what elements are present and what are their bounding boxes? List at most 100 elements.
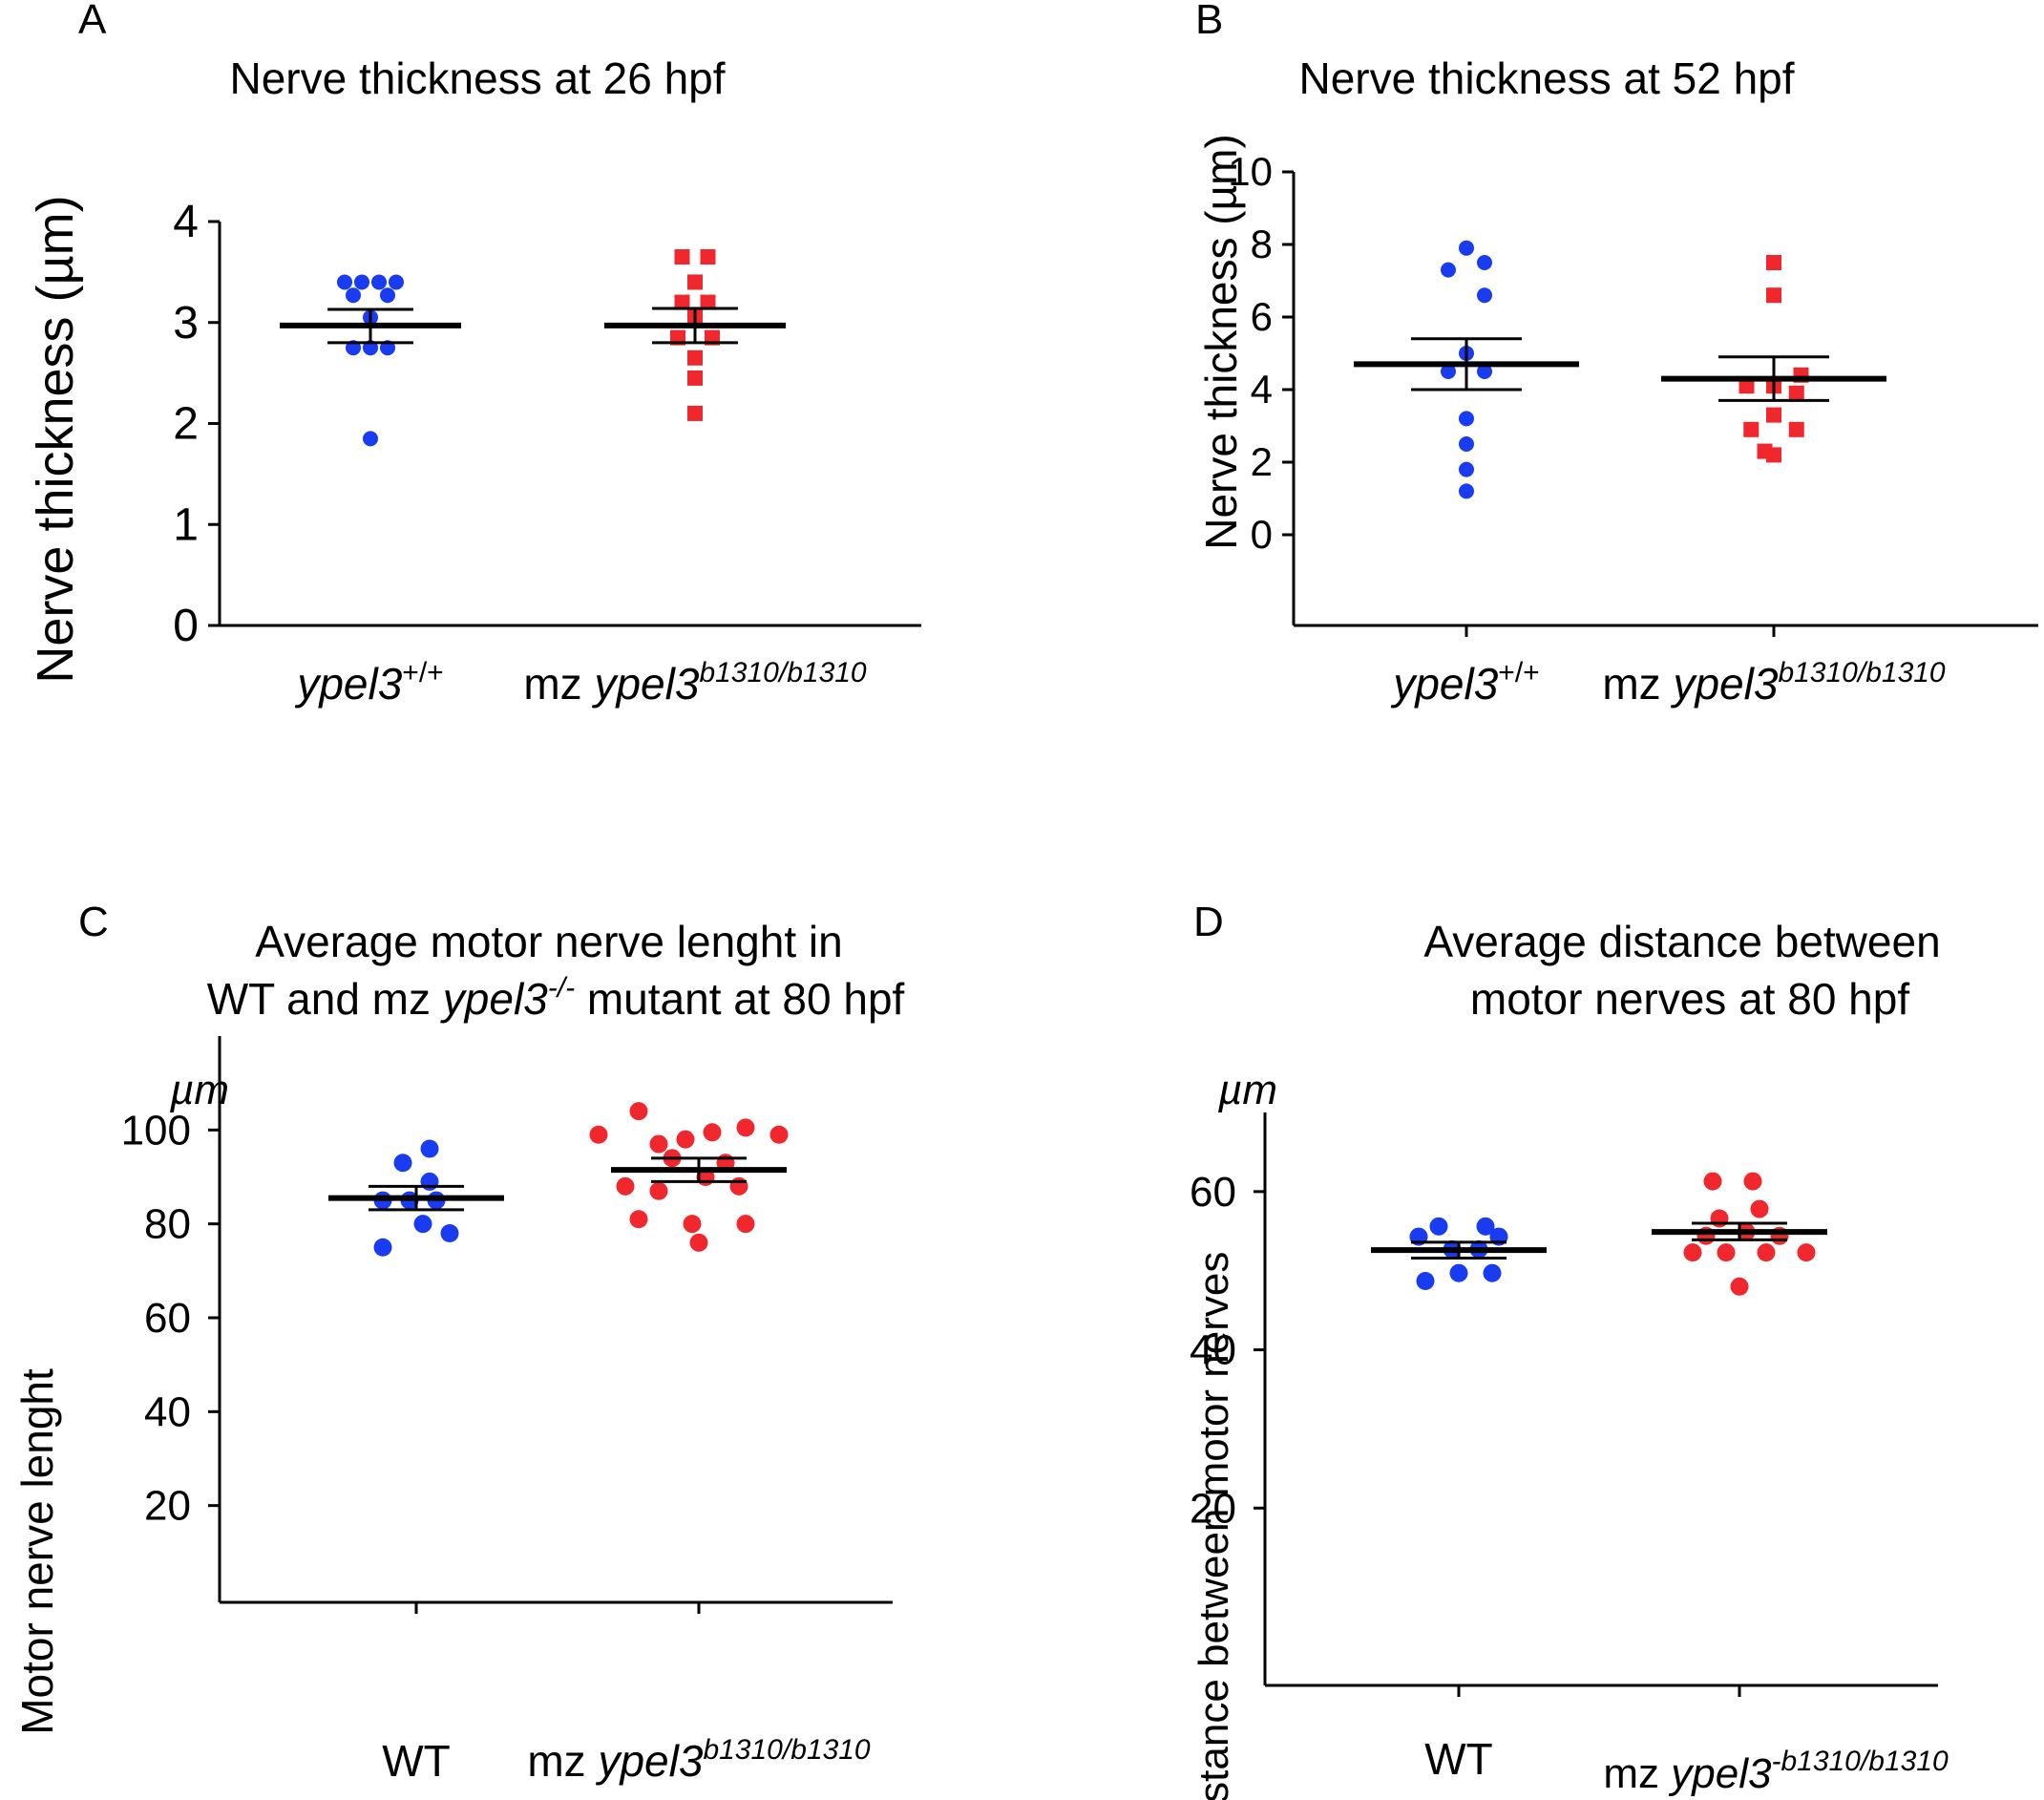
x-category-label: ypel3+/+ xyxy=(1390,657,1539,709)
data-point xyxy=(1476,1217,1495,1236)
data-point xyxy=(1459,411,1474,427)
data-point xyxy=(346,287,361,304)
data-point xyxy=(1757,1243,1776,1262)
panel-d: D Average distance between motor nerves … xyxy=(1022,859,2044,1800)
x-category-label: mz ypel3b1310/b1310 xyxy=(1602,657,1946,709)
data-point xyxy=(1449,1263,1468,1282)
data-point xyxy=(1730,1277,1749,1296)
y-tick-label: 100 xyxy=(121,1107,191,1154)
y-tick-label: 3 xyxy=(173,298,199,349)
chart-title-line2: motor nerves at 80 hpf xyxy=(1470,974,1909,1024)
data-point xyxy=(674,294,690,310)
data-point xyxy=(1743,421,1760,437)
data-point xyxy=(736,1118,755,1137)
data-point xyxy=(687,370,703,386)
data-point xyxy=(1788,421,1804,437)
data-point xyxy=(687,349,703,366)
data-point xyxy=(687,405,703,421)
panel-letter-b: B xyxy=(1195,0,1223,43)
data-point xyxy=(1766,255,1781,270)
panel-c: C Average motor nerve lenght in WT and m… xyxy=(0,859,1022,1800)
panel-a: A Nerve thickness at 26 hpf Nerve thickn… xyxy=(0,0,1022,859)
data-point xyxy=(371,274,387,290)
panel-b: B Nerve thickness at 52 hpf Nerve thickn… xyxy=(1022,0,2044,859)
y-tick-label: 0 xyxy=(173,601,199,651)
data-point xyxy=(1441,364,1456,379)
data-point xyxy=(729,1176,748,1196)
data-point xyxy=(380,287,395,304)
data-point xyxy=(700,294,716,310)
data-point xyxy=(1797,1243,1816,1262)
data-point xyxy=(1703,1172,1722,1191)
data-point xyxy=(649,1181,668,1200)
y-tick-label: 20 xyxy=(144,1483,191,1530)
data-point xyxy=(389,274,404,290)
data-point xyxy=(1441,262,1456,278)
data-point xyxy=(1477,364,1492,379)
data-point xyxy=(1766,407,1781,423)
y-axis-label: Nerve thickness (µm) xyxy=(27,195,84,683)
chart-c: C Average motor nerve lenght in WT and m… xyxy=(12,899,905,1786)
data-point xyxy=(420,1172,439,1191)
data-point xyxy=(1459,436,1474,452)
data-point xyxy=(1459,461,1474,477)
y-tick-label: 40 xyxy=(1190,1327,1236,1374)
data-point xyxy=(1750,1199,1769,1218)
data-point xyxy=(1717,1243,1736,1262)
chart-title-line2: WT and mz ypel3-/- mutant at 80 hpf xyxy=(207,972,905,1024)
data-point xyxy=(676,1130,695,1149)
y-tick-label: 60 xyxy=(1190,1169,1236,1216)
x-category-label: mz ypel3b1310/b1310 xyxy=(523,657,867,709)
panel-letter-a: A xyxy=(78,0,107,43)
data-point xyxy=(1738,378,1755,394)
x-category-label: ypel3+/+ xyxy=(294,657,443,709)
panel-letter-d: D xyxy=(1193,899,1224,945)
data-point xyxy=(413,1215,432,1234)
data-point xyxy=(703,1123,722,1142)
data-point xyxy=(683,1215,702,1234)
data-point xyxy=(1766,447,1781,463)
y-tick-label: 2 xyxy=(1251,439,1273,484)
chart-title: Nerve thickness at 26 hpf xyxy=(229,53,725,103)
y-tick-label: 4 xyxy=(173,197,199,247)
chart-title-line1: Average motor nerve lenght in xyxy=(255,917,842,966)
data-point xyxy=(629,1102,648,1121)
data-point xyxy=(649,1134,668,1154)
panel-letter-c: C xyxy=(78,899,109,945)
data-point xyxy=(1683,1243,1702,1262)
data-point xyxy=(1788,385,1804,401)
y-tick-label: 2 xyxy=(173,399,199,450)
y-tick-label: 60 xyxy=(144,1295,191,1342)
x-category-label: WT xyxy=(382,1736,451,1786)
y-axis-label: Distance between motor nerves xyxy=(1191,1252,1237,1800)
data-point xyxy=(769,1125,789,1144)
y-axis-label: Motor nerve lenght xyxy=(12,1368,62,1735)
data-point xyxy=(1710,1209,1729,1228)
data-point xyxy=(363,431,378,447)
data-point xyxy=(674,249,690,265)
data-point xyxy=(700,249,716,265)
data-point xyxy=(629,1210,648,1229)
data-point xyxy=(373,1238,392,1257)
x-category-label: mz ypel3-b1310/b1310 xyxy=(1603,1746,1949,1797)
data-point xyxy=(736,1215,755,1234)
data-point xyxy=(616,1176,635,1196)
data-point xyxy=(337,274,352,290)
data-point xyxy=(689,1233,708,1252)
chart-b: B Nerve thickness at 52 hpf Nerve thickn… xyxy=(1195,0,2038,709)
data-point xyxy=(420,1139,439,1158)
y-tick-label: 1 xyxy=(173,499,199,550)
data-point xyxy=(1766,287,1781,304)
x-category-label: mz ypel3b1310/b1310 xyxy=(527,1734,871,1786)
data-point xyxy=(1477,287,1492,304)
data-point xyxy=(1459,240,1474,256)
y-tick-label: 6 xyxy=(1251,294,1273,339)
data-point xyxy=(1416,1271,1435,1290)
x-category-label: WT xyxy=(1424,1734,1493,1784)
y-tick-label: 4 xyxy=(1251,367,1273,412)
chart-title: Nerve thickness at 52 hpf xyxy=(1298,53,1794,103)
data-point xyxy=(687,274,703,290)
data-point xyxy=(393,1154,412,1173)
data-point xyxy=(354,274,369,290)
chart-d: D Average distance between motor nerves … xyxy=(1190,899,1949,1800)
